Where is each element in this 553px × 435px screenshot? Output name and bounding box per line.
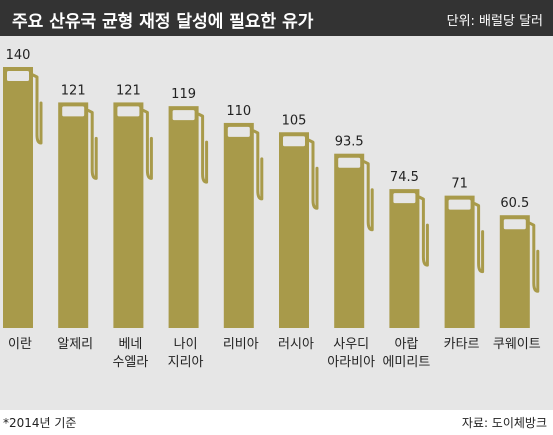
bar-group: 60.5 쿠웨이트 [493,196,541,352]
data-label: 119 [171,87,196,102]
bar [444,195,475,328]
data-label: 105 [282,113,307,128]
pump-hose [307,138,319,210]
data-label: 121 [61,83,86,98]
title-bar: 주요 산유국 균형 재정 달성에 필요한 유가 단위: 배럴당 달러 [0,0,553,36]
category-label: 베네 [118,337,142,352]
pump-hose [31,73,43,145]
data-label: 110 [226,104,251,119]
bar [499,215,530,328]
pump-hose [528,221,540,293]
bar [3,67,33,328]
bar [279,132,309,328]
data-label: 71 [451,177,468,192]
category-label: 사우디 [333,337,369,352]
bar-group: 71 카타르 [444,177,485,352]
chart-title: 주요 산유국 균형 재정 달성에 필요한 유가 [12,12,314,32]
source-label: 자료: 도이체방크 [461,416,547,430]
pump-window [227,126,250,137]
bar [168,106,199,329]
category-label: 카타르 [444,337,480,352]
pump-hose [141,108,153,180]
pump-hose [362,160,374,232]
pump-window [62,106,85,117]
data-label: 140 [6,48,31,63]
bar-group: 121 알제리 [57,83,98,352]
unit-label: 단위: 배럴당 달러 [446,14,543,29]
pump-hose [417,195,429,267]
footnote: *2014년 기준 [3,416,77,430]
bar-group: 105 러시아 [278,113,319,352]
bar-group: 110 리비아 [223,104,264,352]
pump-hose [86,108,98,180]
bar [223,122,254,328]
data-label: 60.5 [500,196,529,211]
data-label: 93.5 [335,135,364,150]
category-label: 아랍 [394,337,418,352]
pump-hose [473,202,485,274]
pump-window [7,71,29,81]
data-label: 74.5 [390,170,419,185]
bar [58,102,89,329]
pump-hose [197,112,209,184]
bar [389,189,420,328]
pump-window [393,193,416,204]
category-label: 알제리 [57,337,93,352]
bar [334,153,365,328]
category-label: 수엘라 [112,355,148,370]
pump-window [283,136,305,147]
category-label: 쿠웨이트 [493,337,541,352]
pump-window [117,106,140,117]
pump-window [338,157,361,168]
pump-window [172,110,195,121]
category-label: 이란 [8,337,32,352]
category-label: 나이 [174,337,198,352]
pump-window [503,219,526,230]
category-label: 아라비아 [327,355,375,370]
bar-group: 140 이란 [3,48,43,352]
category-label: 지리아 [168,355,204,370]
data-label: 121 [116,83,141,98]
bar [113,102,144,329]
category-label: 러시아 [278,337,314,352]
pump-window [448,199,471,210]
pump-hose [252,129,264,201]
category-label: 에미리트 [382,355,430,370]
category-label: 리비아 [223,337,259,352]
